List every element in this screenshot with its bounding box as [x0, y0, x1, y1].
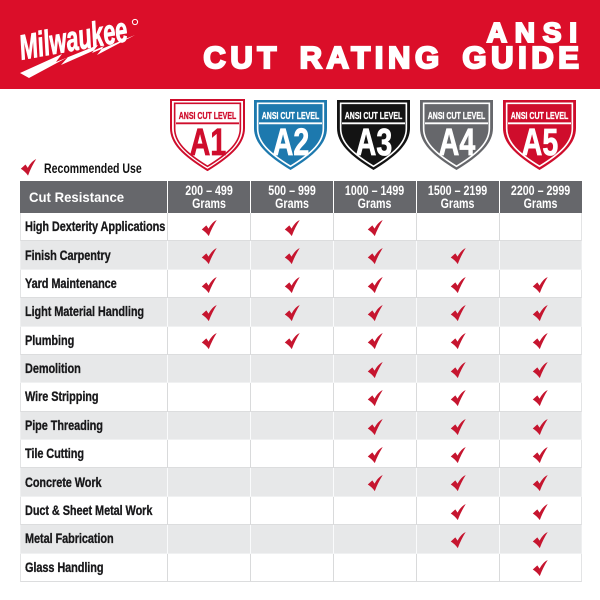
svg-text:A3: A3 — [356, 122, 392, 164]
svg-text:A5: A5 — [522, 122, 558, 164]
svg-text:ANSI CUT LEVEL: ANSI CUT LEVEL — [345, 110, 403, 122]
svg-text:A4: A4 — [439, 122, 476, 164]
svg-text:ANSI CUT LEVEL: ANSI CUT LEVEL — [262, 110, 320, 122]
svg-text:A2: A2 — [273, 122, 309, 164]
svg-text:ANSI CUT LEVEL: ANSI CUT LEVEL — [428, 110, 486, 122]
svg-text:ANSI CUT LEVEL: ANSI CUT LEVEL — [179, 110, 237, 122]
svg-text:A1: A1 — [190, 122, 226, 164]
svg-text:ANSI CUT LEVEL: ANSI CUT LEVEL — [511, 110, 569, 122]
